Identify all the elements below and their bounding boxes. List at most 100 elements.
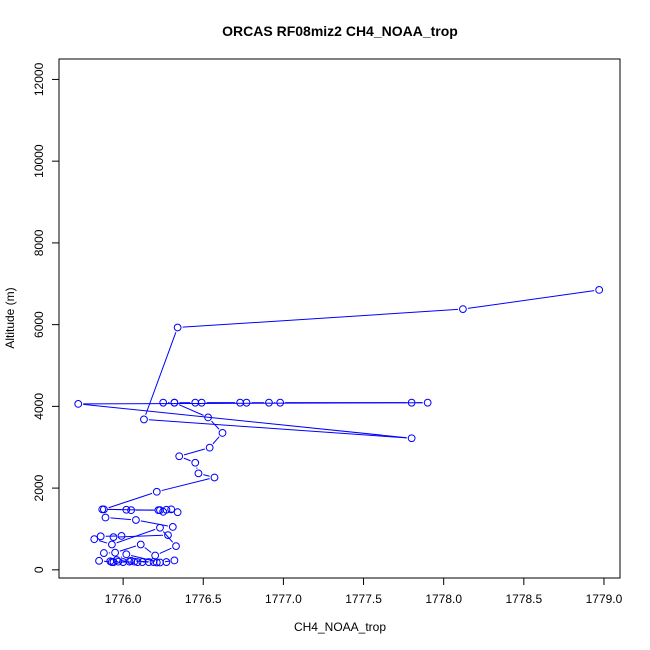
series-segment [164, 560, 170, 563]
data-point [265, 398, 273, 407]
series-segment [183, 457, 191, 462]
plot-frame [58, 58, 621, 579]
y-tick-label: 10000 [32, 144, 46, 178]
data-point [242, 398, 251, 407]
data-point [170, 398, 179, 407]
data-point [140, 415, 148, 424]
data-point [112, 556, 121, 564]
data-point [132, 516, 140, 524]
data-point [122, 550, 131, 559]
data-point [204, 413, 212, 422]
data-point [210, 473, 219, 482]
data-point [152, 487, 161, 496]
series-segment [118, 534, 164, 538]
series-segment [148, 419, 407, 439]
data-point [159, 398, 168, 407]
y-tick-label: 6000 [32, 311, 46, 338]
data-point [136, 540, 145, 549]
x-tick-label: 1778.5 [505, 592, 542, 606]
x-tick-label: 1776.0 [105, 592, 142, 606]
data-point [407, 434, 416, 443]
x-tick-label: 1777.5 [345, 592, 382, 606]
series-segment [120, 556, 123, 558]
data-point [90, 535, 99, 544]
series-segment [116, 528, 156, 544]
y-tick-label: 8000 [32, 229, 46, 256]
data-point [96, 532, 105, 541]
series-segment [212, 436, 220, 445]
series-segment [211, 420, 220, 430]
series-segment [203, 474, 210, 477]
data-point [191, 398, 200, 407]
data-point [164, 531, 172, 539]
data-point [95, 556, 103, 565]
x-tick-label: 1778.0 [425, 592, 462, 606]
data-point [98, 505, 107, 514]
x-tick-label: 1779.0 [586, 592, 623, 606]
series-segment [182, 308, 458, 328]
series-segment [107, 508, 154, 511]
data-point [194, 469, 203, 478]
data-point [459, 305, 467, 314]
series-layer [74, 285, 604, 567]
y-tick-label: 4000 [32, 393, 46, 420]
data-point [99, 549, 108, 557]
series-segment [119, 545, 137, 552]
x-axis: 1776.0 1776.5 1777.0 1777.5 1778.0 1778.5 1779… [105, 577, 623, 606]
data-point [407, 398, 416, 407]
series-segment [161, 478, 210, 492]
data-point [122, 505, 131, 514]
data-point [197, 398, 206, 407]
data-point [173, 508, 182, 517]
data-point [191, 458, 200, 467]
data-point [170, 556, 179, 565]
data-point [595, 285, 604, 294]
x-tick-label: 1776.5 [185, 592, 222, 606]
series-segment [98, 540, 108, 544]
series-segment [159, 547, 172, 554]
data-point [127, 506, 136, 515]
data-point [218, 429, 227, 437]
series-segment [144, 547, 152, 553]
series-segment [145, 332, 177, 415]
y-tick-label: 2000 [32, 474, 46, 501]
data-point [101, 513, 110, 522]
data-point [236, 398, 245, 407]
data-point [172, 542, 180, 551]
data-point [276, 398, 285, 407]
y-axis-label: Altitude (m) [3, 287, 17, 348]
data-point [130, 557, 139, 566]
data-point [156, 523, 164, 532]
data-point [125, 557, 134, 566]
data-point [117, 532, 126, 540]
series-segment [108, 492, 153, 509]
data-point [151, 551, 160, 560]
x-tick-label: 1777.0 [265, 592, 302, 606]
data-point [111, 548, 119, 557]
series-segment [140, 520, 168, 527]
series-segment [110, 517, 131, 521]
data-point [109, 533, 118, 542]
y-tick-label: 12000 [32, 62, 46, 96]
series-segment [83, 403, 407, 439]
x-axis-label: CH4_NOAA_trop [294, 620, 386, 634]
data-point [423, 398, 432, 407]
data-point [159, 507, 168, 516]
data-point [175, 452, 184, 461]
y-tick-label: 0 [32, 566, 46, 573]
data-point [154, 506, 163, 515]
series-segment [178, 404, 204, 416]
data-point [173, 323, 182, 332]
data-point [167, 505, 176, 514]
series-segment [183, 448, 205, 456]
data-point [205, 443, 214, 452]
data-point [107, 540, 116, 549]
data-point [144, 558, 153, 566]
data-point [152, 558, 161, 567]
series-segment [467, 290, 595, 309]
data-point [74, 400, 83, 408]
data-point [168, 523, 177, 531]
data-point [99, 505, 108, 514]
chart-title: ORCAS RF08miz2 CH4_NOAA_trop [222, 23, 458, 39]
